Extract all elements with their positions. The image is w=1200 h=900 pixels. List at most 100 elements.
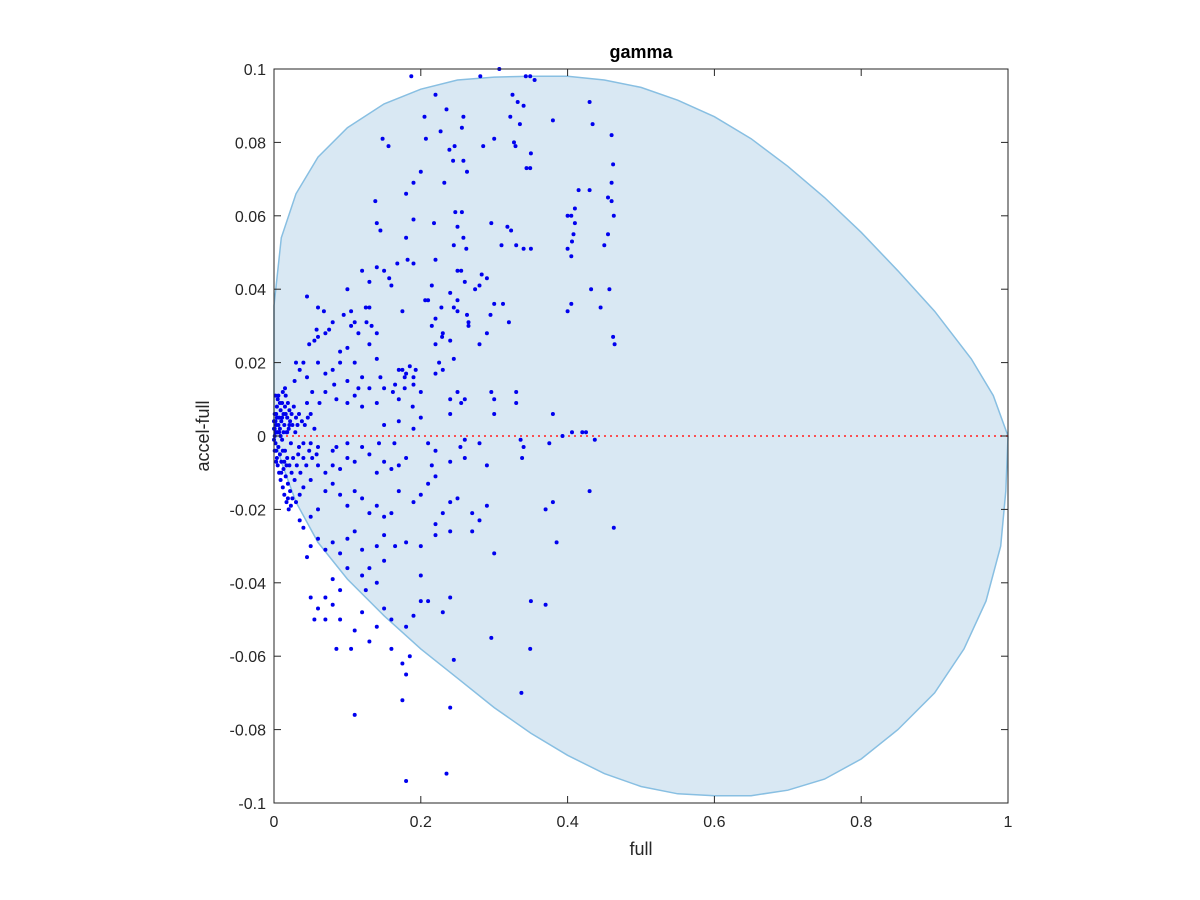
data-point [352, 360, 357, 365]
data-point [282, 423, 287, 427]
data-point [285, 415, 290, 420]
data-point [448, 459, 453, 464]
data-point [396, 397, 401, 402]
data-point [352, 459, 357, 464]
data-point [279, 470, 284, 475]
data-point [290, 496, 295, 501]
data-point [455, 268, 460, 273]
data-point [400, 698, 405, 703]
data-point [276, 445, 281, 449]
data-point [572, 221, 577, 226]
data-point [367, 342, 372, 347]
data-point [356, 386, 361, 391]
data-point [489, 635, 494, 640]
data-point [356, 331, 361, 336]
data-point [285, 430, 290, 435]
data-point [382, 558, 387, 563]
data-point [283, 474, 288, 479]
data-point [352, 712, 357, 717]
data-point [462, 397, 467, 402]
data-point [280, 415, 285, 420]
data-point [606, 195, 610, 200]
data-point [612, 342, 617, 347]
data-point [338, 467, 343, 471]
data-point [301, 441, 306, 446]
data-point [316, 334, 320, 339]
data-point [411, 180, 416, 185]
data-point [367, 566, 372, 571]
data-point [277, 426, 282, 431]
data-point [570, 239, 574, 244]
data-point [411, 375, 416, 380]
data-point [404, 672, 409, 677]
data-point [418, 544, 423, 549]
data-point [455, 298, 460, 303]
data-point [308, 412, 313, 416]
data-point [459, 268, 464, 273]
data-point [377, 441, 381, 446]
data-point [302, 423, 307, 427]
data-point [289, 470, 294, 475]
data-point [380, 136, 385, 141]
data-point [272, 448, 277, 453]
x-tick-label: 0.8 [850, 814, 872, 831]
data-point [532, 78, 537, 82]
data-point [438, 129, 443, 134]
data-point [509, 228, 514, 233]
data-point [330, 602, 335, 607]
data-point [307, 448, 312, 453]
data-point [515, 100, 520, 104]
data-point [512, 140, 516, 145]
data-point [609, 133, 614, 138]
data-point [275, 463, 280, 468]
data-point [304, 463, 309, 468]
data-point [488, 312, 493, 317]
data-point [459, 125, 464, 130]
data-point [352, 489, 357, 494]
data-point [282, 459, 287, 464]
data-point [307, 342, 312, 347]
data-point [470, 511, 475, 516]
data-point [323, 371, 328, 376]
data-point [489, 390, 494, 394]
data-point [352, 529, 357, 534]
data-point [283, 393, 288, 398]
data-point [290, 423, 295, 427]
data-point [477, 342, 482, 347]
data-point [330, 448, 335, 453]
data-point [470, 529, 475, 534]
data-point [289, 412, 294, 416]
data-point [569, 213, 574, 218]
data-point [433, 316, 438, 321]
data-point [587, 188, 592, 193]
data-point [492, 397, 497, 402]
data-point [299, 419, 304, 424]
data-point [448, 500, 453, 505]
data-point [462, 279, 467, 284]
data-point [550, 412, 555, 416]
data-point [440, 331, 445, 336]
data-point [413, 367, 418, 372]
data-point [395, 261, 400, 266]
data-point [292, 379, 297, 383]
data-point [338, 588, 343, 593]
data-point [524, 166, 529, 171]
data-point [448, 412, 453, 416]
data-point [349, 323, 354, 328]
data-point [405, 257, 410, 262]
data-point [305, 415, 310, 420]
x-tick-label: 0 [270, 814, 279, 831]
data-point [374, 401, 379, 405]
data-point [360, 610, 365, 615]
data-point [587, 489, 592, 494]
data-point [492, 301, 497, 306]
data-point [528, 166, 533, 171]
data-point [400, 367, 405, 372]
data-point [451, 657, 456, 662]
data-point [334, 646, 339, 651]
data-point [473, 287, 478, 292]
data-point [382, 533, 387, 538]
data-point [418, 492, 423, 497]
x-tick-label: 0.6 [703, 814, 725, 831]
